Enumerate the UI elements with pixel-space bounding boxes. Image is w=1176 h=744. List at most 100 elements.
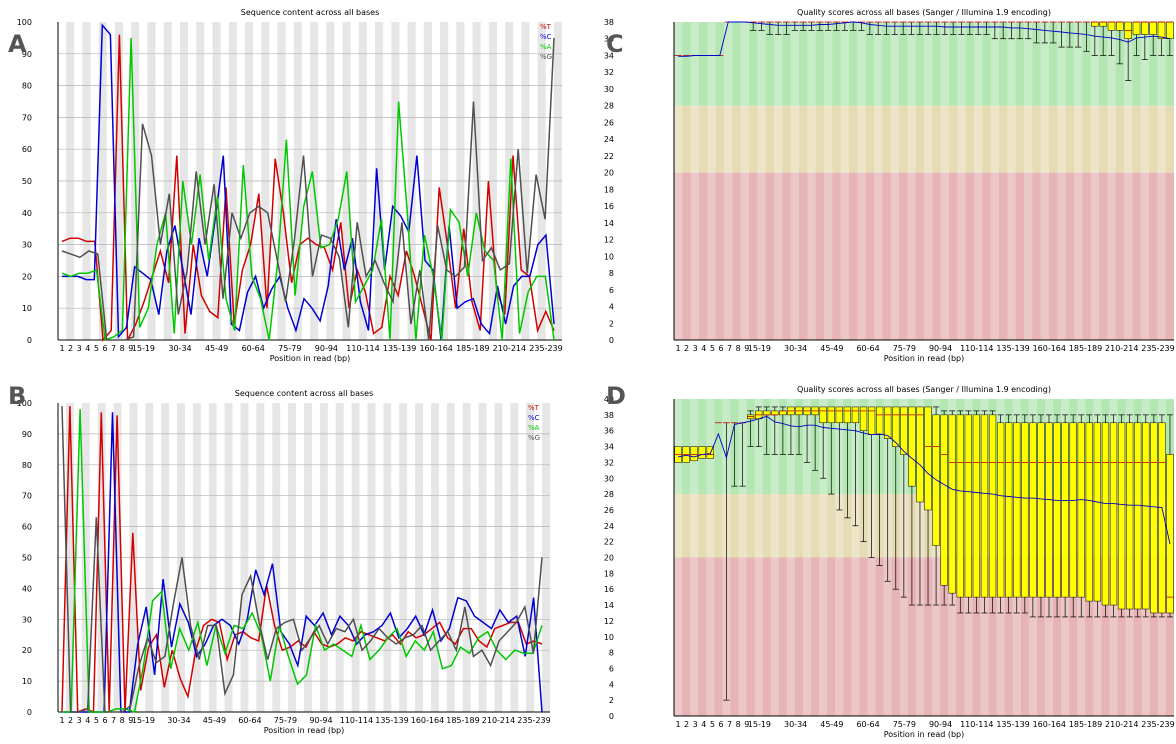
y-tick-label: 10 (604, 633, 614, 642)
y-tick-label: 22 (604, 152, 614, 161)
x-tick-label: 75-79 (893, 344, 916, 353)
x-tick-label: 3 (77, 716, 82, 725)
x-tick-label: 235-239 (529, 344, 562, 353)
column-stripe (1140, 22, 1149, 340)
x-tick-label: 5 (94, 344, 99, 353)
x-tick-label: 60-64 (856, 344, 879, 353)
y-tick-label: 30 (22, 615, 32, 624)
x-tick-label: 45-49 (203, 716, 226, 725)
quartile-box (1101, 422, 1110, 606)
column-stripe (690, 399, 699, 716)
quartile-box (900, 406, 908, 455)
x-tick-label: 3 (693, 720, 698, 729)
column-stripe (940, 22, 949, 340)
series-line-a (61, 37, 555, 342)
y-tick-label: 90 (22, 50, 32, 59)
x-tick-label: 110-114 (340, 716, 373, 725)
quartile-box (763, 410, 771, 416)
column-stripe (857, 22, 866, 340)
y-tick-label: 20 (22, 646, 32, 655)
series-line-a (62, 409, 543, 713)
y-tick-label: 20 (604, 554, 614, 563)
y-tick-label: 38 (604, 18, 614, 27)
quartile-box (835, 406, 843, 424)
column-stripe (786, 399, 795, 716)
x-tick-label: 7 (727, 720, 732, 729)
y-tick-label: 30 (604, 85, 614, 94)
y-tick-label: 12 (604, 617, 614, 626)
quartile-box (1142, 422, 1150, 610)
column-stripe (1124, 22, 1133, 340)
column-stripe (957, 22, 966, 340)
quartile-box (819, 406, 827, 424)
chart-title: Quality scores across all bases (Sanger … (797, 385, 1051, 394)
y-tick-label: 36 (604, 35, 614, 44)
series-line-c (62, 23, 555, 341)
x-tick-label: 185-189 (456, 344, 489, 353)
column-stripe (924, 22, 933, 340)
quartile-box (706, 446, 714, 459)
y-tick-label: 0 (609, 712, 614, 721)
x-tick-label: 1 (59, 716, 64, 725)
y-tick-label: 80 (22, 461, 32, 470)
x-tick-label: 9 (128, 716, 133, 725)
column-stripe (840, 22, 849, 340)
panel-label-c: C (606, 30, 624, 58)
x-tick-label: 1 (675, 720, 680, 729)
column-stripe (724, 22, 733, 340)
y-tick-label: 50 (22, 177, 32, 186)
column-stripe (754, 399, 763, 716)
y-tick-label: 36 (604, 427, 614, 436)
x-tick-label: 1 (59, 344, 64, 353)
column-stripe (674, 399, 683, 716)
x-tick-label: 75-79 (893, 720, 916, 729)
x-axis-title: Position in read (bp) (884, 354, 964, 363)
quartile-box (1134, 422, 1142, 610)
x-tick-label: 7 (111, 716, 116, 725)
x-axis-title: Position in read (bp) (264, 726, 344, 735)
quartile-box (1166, 454, 1174, 614)
y-tick-label: 20 (22, 272, 32, 281)
x-tick-label: 6 (102, 344, 107, 353)
x-tick-label: 90-94 (309, 716, 332, 725)
column-stripe (1057, 22, 1066, 340)
column-stripe (707, 22, 716, 340)
y-tick-label: 8 (609, 269, 614, 278)
y-tick-label: 2 (609, 319, 614, 328)
y-tick-label: 10 (22, 304, 32, 313)
legend-entry: %A (540, 43, 552, 51)
x-tick-label: 185-189 (1069, 344, 1102, 353)
x-tick-label: 15-19 (132, 344, 155, 353)
x-tick-label: 15-19 (748, 344, 771, 353)
x-tick-label: 110-114 (960, 344, 993, 353)
y-tick-label: 40 (22, 209, 32, 218)
y-tick-label: 28 (604, 490, 614, 499)
y-tick-label: 32 (604, 458, 614, 467)
x-tick-label: 110-114 (960, 720, 993, 729)
x-tick-label: 2 (684, 344, 689, 353)
x-tick-label: 45-49 (820, 344, 843, 353)
x-tick-label: 8 (120, 716, 125, 725)
x-tick-label: 5 (710, 344, 715, 353)
quartile-box (1117, 422, 1126, 610)
quartile-box (1021, 422, 1029, 598)
quartile-box (1150, 422, 1158, 614)
x-tick-label: 235-239 (1141, 344, 1174, 353)
quartile-box (1045, 422, 1053, 598)
column-stripe (1024, 22, 1033, 340)
quartile-box (1141, 21, 1149, 35)
quartile-box (827, 406, 835, 424)
x-tick-label: 1 (675, 344, 680, 353)
column-stripe (790, 22, 799, 340)
column-stripe (890, 22, 899, 340)
quality-zone-good (674, 22, 1174, 106)
panel-label-d: D (606, 382, 626, 410)
y-tick-label: 40 (604, 395, 614, 404)
y-tick-label: 4 (609, 680, 614, 689)
column-stripe (824, 22, 833, 340)
column-stripe (774, 22, 783, 340)
x-tick-label: 3 (693, 344, 698, 353)
panel-a: A 0 10 20 30 40 50 60 70 80 90 100 1 2 3 4 5 6 7 8 9 15-19 30… (0, 0, 580, 370)
quartile-box (924, 406, 932, 511)
quartile-box (1029, 422, 1037, 598)
